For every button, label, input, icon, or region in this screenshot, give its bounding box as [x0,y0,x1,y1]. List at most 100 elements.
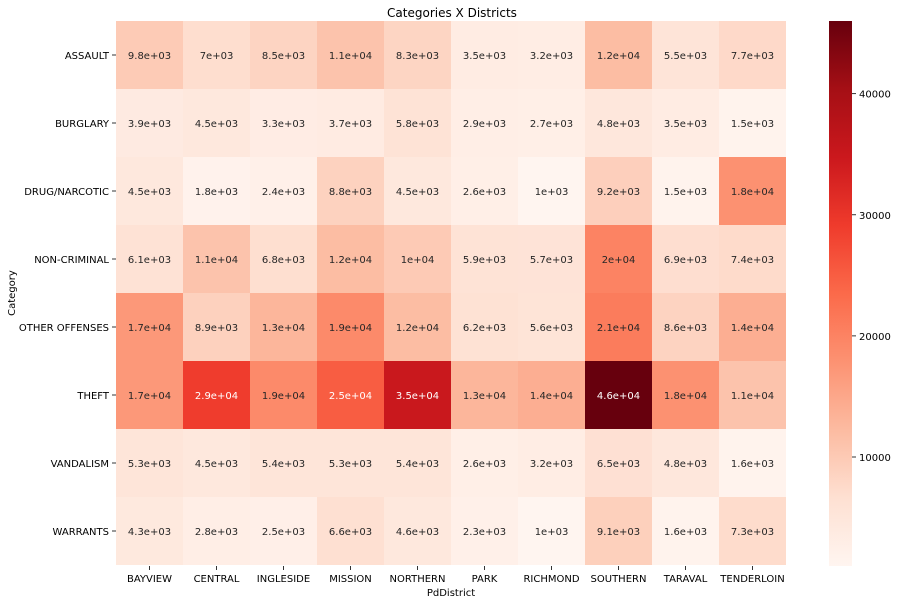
heatmap-cell [250,89,317,157]
x-tick-label: NORTHERN [390,574,446,585]
cell-value-label: 1.1e+04 [731,391,774,402]
x-tick-label: CENTRAL [194,574,240,585]
y-tick-label: THEFT [76,391,110,402]
cell-value-label: 4.5e+03 [195,459,238,470]
cell-value-label: 3.7e+03 [329,119,372,130]
heatmap-cell [384,293,451,361]
heatmap-cell [250,429,317,497]
cell-value-label: 1.9e+04 [329,323,372,334]
heatmap-cell [652,429,719,497]
cell-value-label: 3.2e+03 [530,459,573,470]
cell-value-label: 3.5e+04 [396,391,439,402]
cell-value-label: 1.4e+04 [731,323,774,334]
y-axis-ticks: ASSAULT BURGLARY DRUG/NARCOTIC NON-CRIMINAL… [19,51,116,538]
cell-value-label: 1.6e+03 [664,527,707,538]
cell-value-label: 9.1e+03 [597,527,640,538]
heatmap-cell [719,225,786,293]
heatmap-cell [116,429,183,497]
heatmap-cell [317,497,384,565]
heatmap-cell [384,157,451,225]
cell-value-label: 8.8e+03 [329,187,372,198]
heatmap-cell [116,293,183,361]
heatmap-cell [317,21,384,89]
cell-value-label: 1.2e+04 [597,51,640,62]
cell-value-label: 1.9e+04 [262,391,305,402]
heatmap-cell [384,225,451,293]
heatmap-cell [250,497,317,565]
x-tick-label: SOUTHERN [591,574,647,585]
cell-value-label: 1.3e+04 [262,323,305,334]
cell-value-label: 3.5e+03 [463,51,506,62]
heatmap-cell [451,497,518,565]
heatmap-cell [518,429,585,497]
cell-value-label: 1.3e+04 [463,391,506,402]
cell-value-label: 1.8e+03 [195,187,238,198]
x-tick-label: TARAVAL [663,574,708,585]
cell-value-label: 6.1e+03 [128,255,171,266]
x-tick-label: RICHMOND [523,574,579,585]
heatmap-cell [652,21,719,89]
x-tick-label: INGLESIDE [257,574,310,585]
cell-value-label: 5.3e+03 [329,459,372,470]
cell-value-label: 4.5e+03 [396,187,439,198]
cell-value-label: 2.5e+04 [329,391,372,402]
y-tick-label: VANDALISM [51,459,109,470]
heatmap-cell [183,293,250,361]
heatmap-cell [585,497,652,565]
heatmap-cell [652,225,719,293]
x-axis-label: PdDistrict [427,588,475,599]
cell-value-label: 2.6e+03 [463,187,506,198]
heatmap-cell [183,89,250,157]
y-tick-label: OTHER OFFENSES [19,323,109,334]
colorbar-tick-label: 40000 [859,90,891,101]
cell-value-label: 6.8e+03 [262,255,305,266]
cell-value-label: 4.6e+03 [396,527,439,538]
heatmap-cell [384,21,451,89]
heatmap-cell [518,293,585,361]
heatmap-cell [317,89,384,157]
x-tick-label: MISSION [329,574,372,585]
heatmap-cell [585,293,652,361]
cell-value-label: 1.6e+03 [731,459,774,470]
heatmap-cell [250,361,317,429]
colorbar-tick-label: 20000 [859,332,891,343]
heatmap-cell [518,497,585,565]
heatmap-cell-labels: 9.8e+03 7e+03 8.5e+03 1.1e+04 8.3e+03 3.5e+03… [128,51,774,538]
heatmap-cell [384,429,451,497]
cell-value-label: 5.5e+03 [664,51,707,62]
heatmap-cell [451,157,518,225]
y-tick-label: BURGLARY [55,119,110,130]
y-axis-label: Category [7,270,18,316]
heatmap-cell [116,225,183,293]
cell-value-label: 1.5e+03 [664,187,707,198]
heatmap-cells [116,21,786,565]
heatmap-cell [451,293,518,361]
heatmap-cell [451,429,518,497]
cell-value-label: 2.9e+04 [195,391,238,402]
cell-value-label: 2.8e+03 [195,527,238,538]
heatmap-cell [183,497,250,565]
heatmap-cell [116,89,183,157]
cell-value-label: 4.8e+03 [664,459,707,470]
heatmap-cell [585,225,652,293]
chart-title: Categories X Districts [387,6,517,20]
heatmap-cell [585,21,652,89]
cell-value-label: 1.2e+04 [329,255,372,266]
cell-value-label: 7.4e+03 [731,255,774,266]
heatmap-cell [116,157,183,225]
heatmap-cell [518,89,585,157]
heatmap-cell [317,225,384,293]
cell-value-label: 2.7e+03 [530,119,573,130]
colorbar [829,21,852,566]
colorbar-tick-label: 30000 [859,211,891,222]
x-tick-label: BAYVIEW [127,574,172,585]
y-tick-label: DRUG/NARCOTIC [24,187,109,198]
cell-value-label: 2.3e+03 [463,527,506,538]
x-axis-ticks: BAYVIEW CENTRAL INGLESIDE MISSION NORTHERN PA… [127,566,785,585]
heatmap-cell [719,293,786,361]
cell-value-label: 2.4e+03 [262,187,305,198]
heatmap-cell [183,225,250,293]
heatmap-cell [250,293,317,361]
cell-value-label: 6.9e+03 [664,255,707,266]
heatmap-cell [451,225,518,293]
